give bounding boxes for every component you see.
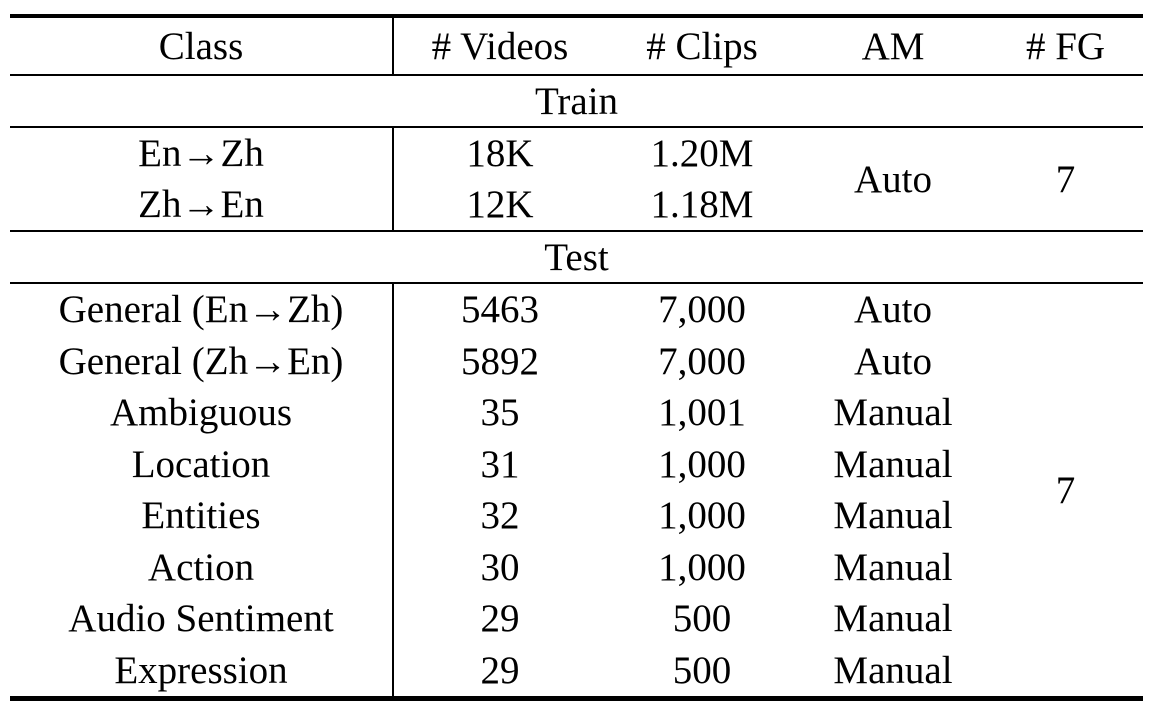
dataset-statistics-table: Class # Videos # Clips AM # FG Train En→… [10, 14, 1143, 701]
cell-clips: 1,000 [658, 494, 746, 538]
cell-clips: 1,001 [658, 391, 746, 435]
cell-am: Manual [798, 644, 988, 701]
table-row: Entities 32 1,000 Manual [10, 490, 1143, 542]
cell-class: Expression [10, 644, 394, 701]
cell-videos: 5463 [461, 288, 539, 332]
cell-class: Audio Sentiment [10, 593, 394, 645]
table-row: Expression 29 500 Manual [10, 644, 1143, 701]
cell-class: En→Zh [10, 127, 394, 179]
cell-clips: 1.20M [650, 132, 754, 175]
header-videos: # Videos [393, 14, 606, 76]
section-label-test: Test [10, 231, 1143, 284]
dataset-statistics-table-container: Class # Videos # Clips AM # FG Train En→… [10, 14, 1143, 701]
cell-videos: 12K [393, 179, 606, 232]
cell-am: Manual [833, 597, 953, 641]
cell-fg-train: 7 [988, 127, 1143, 232]
cell-am: Manual [833, 494, 953, 538]
cell-clips: 1,000 [658, 545, 746, 589]
cell-am-train: Auto [798, 127, 988, 232]
cell-clips: 7,000 [658, 339, 746, 383]
cell-videos: 29 [480, 597, 520, 641]
cell-fg-test: 7 [988, 283, 1143, 701]
cell-am: Auto [854, 288, 932, 332]
cell-class: Location [10, 438, 394, 490]
cell-videos: 35 [480, 391, 520, 435]
cell-class: General (En→Zh) [10, 283, 394, 336]
section-row-train: Train [10, 75, 1143, 128]
cell-clips: 7,000 [658, 288, 746, 332]
cell-videos: 30 [480, 545, 520, 589]
cell-videos: 18K [466, 132, 534, 175]
cell-videos: 31 [480, 442, 520, 486]
cell-class: Entities [10, 490, 394, 542]
cell-am: Manual [833, 545, 953, 589]
table-header-row: Class # Videos # Clips AM # FG [10, 14, 1143, 76]
table-row: Ambiguous 35 1,001 Manual [10, 387, 1143, 439]
section-row-test: Test [10, 231, 1143, 284]
table-row: Audio Sentiment 29 500 Manual [10, 593, 1143, 645]
cell-am: Manual [833, 391, 953, 435]
cell-videos: 32 [480, 494, 520, 538]
table-row: Location 31 1,000 Manual [10, 438, 1143, 490]
table-row: Zh→En 12K 1.18M [10, 179, 1143, 232]
header-am: AM [798, 14, 988, 76]
header-class: Class [10, 14, 394, 76]
section-label-train: Train [10, 75, 1143, 128]
table-row: General (En→Zh) 5463 7,000 Auto 7 [10, 283, 1143, 701]
table-row: General (Zh→En) 5892 7,000 Auto [10, 335, 1143, 387]
cell-class: Action [10, 541, 394, 593]
cell-clips: 1.18M [606, 179, 798, 232]
table-row: Action 30 1,000 Manual [10, 541, 1143, 593]
cell-clips: 500 [672, 597, 732, 641]
cell-videos: 29 [393, 644, 606, 701]
header-clips: # Clips [606, 14, 798, 76]
table-row: En→Zh 18K 1.20M Auto 7 [10, 127, 1143, 232]
header-fg: # FG [988, 14, 1143, 76]
cell-am: Manual [833, 442, 953, 486]
cell-class: Zh→En [10, 179, 394, 232]
cell-clips: 1,000 [658, 442, 746, 486]
cell-am: Auto [854, 339, 932, 383]
cell-class: Ambiguous [10, 387, 394, 439]
cell-class: General (Zh→En) [10, 335, 394, 387]
cell-clips: 500 [606, 644, 798, 701]
cell-videos: 5892 [461, 339, 539, 383]
